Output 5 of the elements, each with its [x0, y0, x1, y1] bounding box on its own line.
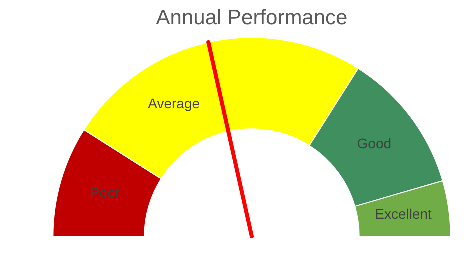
slice-label: Poor	[90, 184, 120, 201]
slice-label: Average	[148, 96, 200, 112]
slice-label: Good	[357, 135, 392, 152]
chart-title: Annual Performance	[156, 6, 348, 30]
slice-label: Excellent	[375, 206, 432, 222]
